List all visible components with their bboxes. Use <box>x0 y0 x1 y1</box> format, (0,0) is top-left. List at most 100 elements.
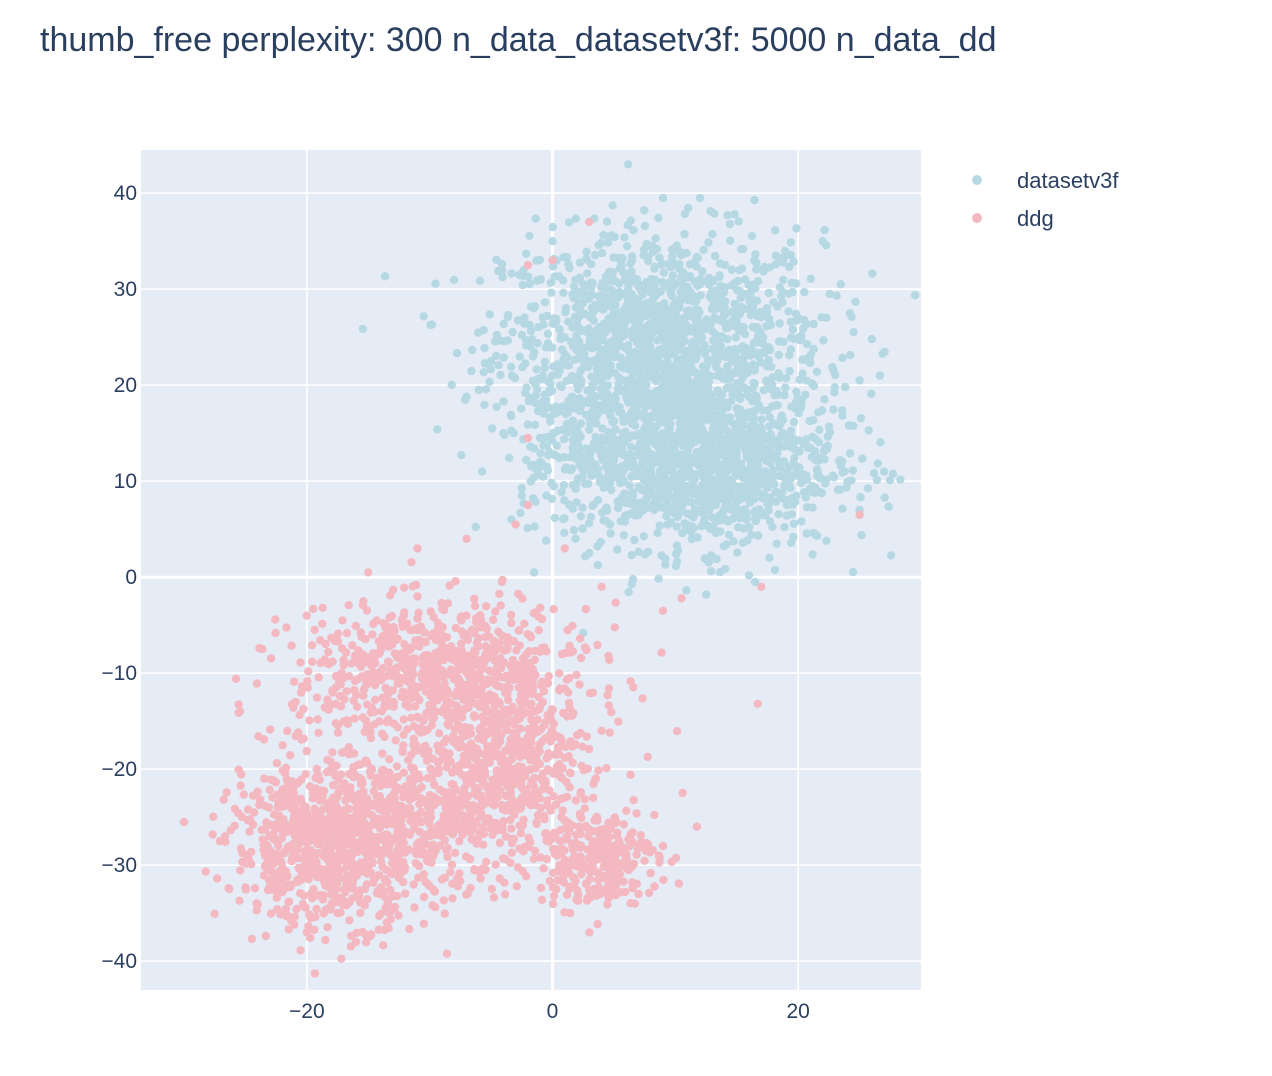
data-point <box>660 281 669 291</box>
data-point <box>585 548 594 558</box>
data-point <box>372 616 381 625</box>
data-point <box>611 391 620 401</box>
data-point <box>626 770 635 779</box>
data-point <box>693 533 702 542</box>
data-point <box>741 486 751 495</box>
data-point <box>265 850 274 859</box>
data-point <box>680 351 690 360</box>
data-point <box>522 455 531 465</box>
data-point <box>780 246 790 256</box>
data-point <box>571 275 580 285</box>
data-point <box>845 449 855 458</box>
data-point <box>245 827 254 836</box>
data-point <box>222 788 231 797</box>
data-point <box>395 870 404 879</box>
data-point <box>680 229 689 239</box>
data-point <box>576 512 586 521</box>
data-point <box>696 280 705 289</box>
data-point <box>799 488 809 497</box>
data-point <box>538 371 548 380</box>
data-point <box>664 447 673 457</box>
data-point <box>580 349 589 359</box>
data-point <box>522 649 532 658</box>
data-point <box>365 931 375 941</box>
data-point <box>836 280 845 289</box>
data-point <box>759 386 768 395</box>
data-point <box>700 513 710 523</box>
data-point <box>634 547 643 556</box>
data-point <box>320 703 329 712</box>
data-point <box>381 804 390 814</box>
data-point <box>838 353 847 363</box>
data-point <box>605 728 614 737</box>
data-point <box>490 656 499 665</box>
data-point <box>533 339 542 348</box>
data-point <box>670 495 680 504</box>
data-point <box>520 619 529 628</box>
data-point <box>588 688 598 697</box>
data-point <box>564 260 573 269</box>
data-point <box>786 345 796 354</box>
data-point <box>630 421 640 430</box>
data-point <box>518 594 527 603</box>
data-point <box>491 607 500 616</box>
data-point <box>382 717 391 727</box>
data-point <box>319 852 329 861</box>
data-point <box>446 757 455 766</box>
data-point <box>699 245 708 255</box>
data-point <box>680 433 689 442</box>
data-point <box>413 614 422 623</box>
data-point <box>655 467 664 476</box>
data-point <box>825 289 834 299</box>
data-point <box>589 500 598 509</box>
data-point <box>271 628 280 638</box>
data-point <box>543 679 553 688</box>
data-point <box>885 476 895 485</box>
data-point <box>410 824 419 833</box>
data-point <box>398 622 408 631</box>
data-point <box>869 469 879 478</box>
data-point <box>781 479 790 488</box>
data-point <box>723 211 732 220</box>
data-point <box>381 623 390 632</box>
data-point <box>765 553 774 562</box>
data-point <box>594 292 604 301</box>
data-point <box>460 784 469 793</box>
data-point <box>435 729 444 738</box>
data-point <box>649 499 658 508</box>
data-point <box>648 453 657 462</box>
data-point <box>694 306 703 315</box>
data-point <box>426 607 435 616</box>
data-point <box>613 545 622 554</box>
data-point <box>841 382 850 392</box>
data-point <box>448 894 457 903</box>
data-point <box>726 236 735 245</box>
data-point <box>780 390 789 400</box>
data-point <box>588 332 597 341</box>
data-point <box>286 800 296 809</box>
data-point <box>746 351 755 360</box>
data-point <box>480 343 489 353</box>
data-point <box>780 523 789 532</box>
data-point <box>332 802 341 812</box>
data-point <box>414 873 423 882</box>
data-point <box>379 941 388 950</box>
data-point <box>219 795 228 804</box>
data-point <box>353 797 362 807</box>
data-point <box>789 532 798 542</box>
data-point <box>434 684 444 694</box>
data-point <box>318 603 327 612</box>
data-point <box>734 303 743 312</box>
data-point <box>331 854 340 863</box>
data-point <box>748 302 758 311</box>
data-point <box>792 387 801 396</box>
data-point <box>400 792 409 801</box>
data-point <box>795 375 804 384</box>
data-point <box>698 267 707 276</box>
data-point <box>574 298 583 307</box>
data-point <box>575 680 584 689</box>
data-point <box>659 372 668 382</box>
data-point <box>654 213 663 223</box>
data-point <box>345 672 354 681</box>
